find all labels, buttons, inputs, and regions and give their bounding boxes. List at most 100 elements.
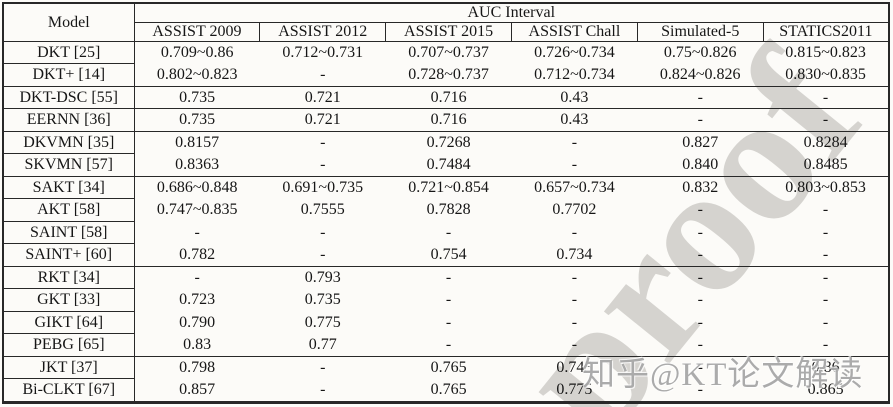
value-cell: 0.735	[304, 291, 341, 309]
column-header-assistchall: ASSIST Chall	[510, 22, 638, 42]
value-cell: 0.840	[637, 153, 764, 177]
value-cell: 0.726~0.734	[534, 43, 615, 61]
value-cell: -	[445, 223, 452, 241]
auc-interval-group-header: AUC Interval	[134, 3, 889, 23]
value-cell: 0.83	[134, 333, 260, 357]
column-header-simulated5: Simulated-5	[636, 22, 764, 42]
value-cell: 0.857	[179, 380, 216, 398]
value-cell: 0.86	[811, 358, 840, 376]
value-cell: 0.7702	[552, 201, 597, 219]
value-cell: -	[571, 291, 578, 309]
value-cell: 0.7484	[385, 153, 512, 177]
table-row: DKVMN [35] 0.8157 - 0.7268 - 0.827 0.8284	[3, 131, 889, 155]
value-cell: 0.716	[385, 86, 512, 110]
value-cell: -	[259, 63, 386, 87]
group-header-row: Model AUC Interval	[3, 3, 889, 42]
value-cell: 0.8363	[134, 153, 260, 177]
value-cell: 0.803~0.853	[785, 178, 866, 196]
value-cell: -	[637, 86, 764, 110]
value-cell: 0.775	[556, 380, 593, 398]
value-cell: -	[822, 313, 829, 331]
value-cell: -	[511, 153, 638, 177]
table-row: SAINT [58] - - - - - -	[3, 221, 889, 245]
value-cell: -	[571, 133, 578, 151]
value-cell: 0.721	[259, 86, 386, 110]
value-cell: 0.716	[385, 108, 512, 132]
value-cell: 0.765	[430, 380, 467, 398]
column-header-assist2015: ASSIST 2015	[385, 22, 512, 42]
value-cell: 0.765	[430, 358, 467, 376]
table-header: Model AUC Interval ASSIST 2009 ASSIST 20…	[3, 3, 889, 42]
value-cell: -	[763, 333, 889, 357]
model-cell: DKVMN [35]	[3, 131, 135, 155]
value-cell: 0.798	[179, 358, 216, 376]
value-cell: 0.793	[304, 268, 341, 286]
value-cell: -	[320, 380, 326, 398]
model-cell: GKT [33]	[3, 288, 135, 312]
value-cell: -	[697, 380, 703, 398]
model-cell: DKT [25]	[3, 41, 135, 65]
value-cell: 0.707~0.737	[408, 43, 489, 61]
value-cell: -	[445, 313, 452, 331]
model-column-header: Model	[3, 3, 135, 42]
value-cell: -	[763, 243, 889, 267]
value-cell: 0.721~0.854	[408, 178, 489, 196]
table-row: PEBG [65] 0.83 0.77- - - -	[3, 333, 889, 357]
value-cell: -	[697, 291, 703, 309]
value-cell: -	[697, 268, 703, 286]
value-cell: 0.686~0.848	[156, 178, 238, 196]
column-header-assist2009: ASSIST 2009	[134, 22, 260, 42]
value-cell: -	[571, 268, 578, 286]
value-cell: -	[385, 333, 512, 357]
value-cell: 0.830~0.835	[763, 63, 889, 87]
model-cell: SKVMN [57]	[3, 153, 135, 177]
value-cell: -	[320, 358, 326, 376]
table-row: Bi-CLKT [67] 0.857 - 0.765 0.775 - 0.865	[3, 378, 889, 403]
value-cell: -	[822, 223, 829, 241]
model-cell: PEBG [65]	[3, 333, 135, 357]
value-cell: 0.709~0.86	[160, 43, 234, 61]
model-cell: EERNN [36]	[3, 108, 135, 132]
table-body: DKT [25] 0.709~0.86 0.712~0.731 0.707~0.737…	[3, 41, 889, 403]
value-cell: -	[320, 133, 326, 151]
model-cell: SAINT [58]	[3, 221, 135, 245]
model-cell: RKT [34]	[3, 266, 135, 290]
table-row: EERNN [36] 0.735 0.721 0.716 0.43- -	[3, 108, 889, 132]
value-cell: 0.721	[259, 108, 386, 132]
value-cell: 0.865	[807, 380, 844, 398]
value-cell: -	[320, 223, 326, 241]
value-cell: -	[511, 333, 638, 357]
model-cell: SAINT+ [60]	[3, 243, 135, 267]
value-cell: 0.8485	[763, 153, 889, 177]
value-cell: 0.790	[179, 313, 216, 331]
value-cell: 0.43	[511, 108, 638, 132]
table-row: GKT [33] 0.723 0.735 - - - -	[3, 288, 889, 312]
value-cell: 0.75~0.826	[663, 43, 737, 61]
value-cell: -	[637, 108, 764, 132]
table-row: AKT [58] 0.747~0.835 0.7555 0.7828 0.7702 - -	[3, 198, 889, 222]
value-cell: 0.657~0.734	[534, 178, 615, 196]
value-cell: 0.7555	[300, 201, 345, 219]
value-cell: 0.775	[304, 313, 341, 331]
value-cell: 0.747~0.835	[156, 201, 238, 219]
model-cell: DKT-DSC [55]	[3, 86, 135, 110]
value-cell: -	[697, 201, 703, 219]
dataset-header-row: ASSIST 2009 ASSIST 2012 ASSIST 2015 ASSI…	[3, 22, 889, 42]
value-cell: 0.43	[511, 86, 638, 110]
table-row: RKT [34] - 0.793 - - - -	[3, 266, 889, 290]
table-row: SAINT+ [60] 0.782-0.754 0.734- -	[3, 243, 889, 267]
value-cell: 0.824~0.826	[637, 63, 764, 87]
value-cell: 0.735	[134, 108, 260, 132]
table-row: DKT-DSC [55] 0.735 0.721 0.716 0.43- -	[3, 86, 889, 110]
value-cell: -	[571, 223, 578, 241]
value-cell: 0.815~0.823	[785, 43, 866, 61]
model-cell: JKT [37]	[3, 356, 135, 380]
model-cell: Bi-CLKT [67]	[3, 378, 135, 403]
model-cell: SAKT [34]	[3, 176, 135, 200]
model-cell: DKT+ [14]	[3, 63, 135, 87]
value-cell: -	[763, 108, 889, 132]
value-cell: 0.691~0.735	[282, 178, 364, 196]
value-cell: 0.728~0.737	[385, 63, 512, 87]
model-cell: AKT [58]	[3, 198, 135, 222]
